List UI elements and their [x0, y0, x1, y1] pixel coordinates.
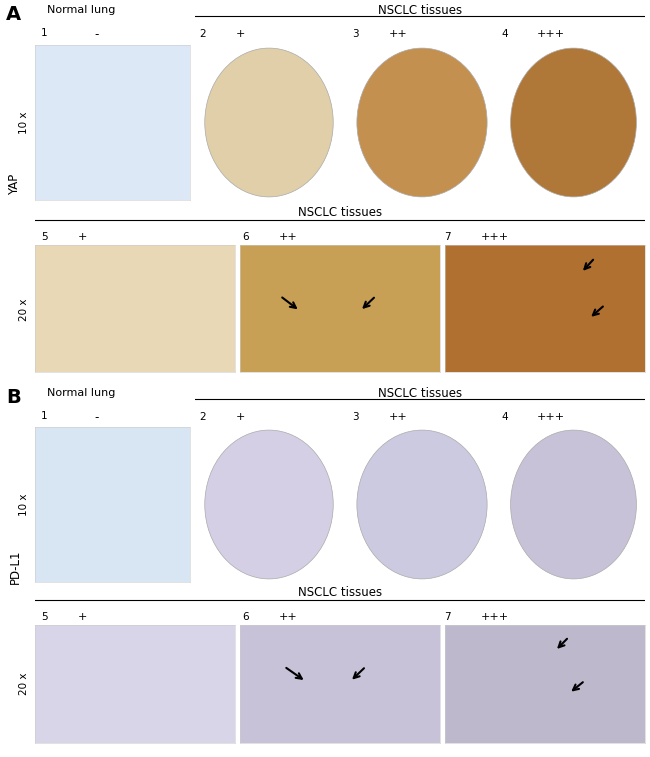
Text: 7: 7	[444, 232, 450, 241]
Ellipse shape	[511, 430, 636, 579]
Text: NSCLC tissues: NSCLC tissues	[378, 387, 462, 400]
Text: -: -	[94, 28, 98, 41]
Text: ++: ++	[279, 612, 298, 621]
Ellipse shape	[205, 48, 333, 197]
Text: 3: 3	[352, 29, 359, 39]
Text: +: +	[78, 612, 87, 621]
Text: 5: 5	[41, 612, 47, 621]
Text: 20 x: 20 x	[19, 673, 29, 695]
Text: 2: 2	[200, 412, 206, 422]
Text: +++: +++	[537, 29, 565, 39]
Text: 7: 7	[444, 612, 450, 621]
Text: 10 x: 10 x	[19, 111, 29, 134]
Text: 10 x: 10 x	[19, 494, 29, 516]
Text: -: -	[94, 411, 98, 424]
Ellipse shape	[511, 48, 636, 197]
Ellipse shape	[205, 430, 333, 579]
Text: 20 x: 20 x	[19, 299, 29, 321]
Text: 4: 4	[501, 29, 508, 39]
Text: A: A	[6, 5, 21, 24]
Text: Normal lung: Normal lung	[47, 388, 116, 398]
Text: +: +	[78, 232, 87, 241]
Text: PD-L1: PD-L1	[8, 550, 21, 584]
Text: 2: 2	[200, 29, 206, 39]
Text: +: +	[235, 29, 245, 39]
Text: 1: 1	[41, 411, 48, 421]
Text: 6: 6	[242, 232, 249, 241]
Text: NSCLC tissues: NSCLC tissues	[378, 4, 462, 17]
Text: ++: ++	[389, 29, 408, 39]
Text: Normal lung: Normal lung	[47, 5, 116, 15]
Text: 5: 5	[41, 232, 47, 241]
Text: ++: ++	[389, 412, 408, 422]
Text: +: +	[235, 412, 245, 422]
Text: NSCLC tissues: NSCLC tissues	[298, 206, 382, 219]
Ellipse shape	[357, 430, 487, 579]
Text: ++: ++	[279, 232, 298, 241]
Text: 6: 6	[242, 612, 249, 621]
Text: 1: 1	[41, 28, 48, 38]
Text: YAP: YAP	[8, 174, 21, 195]
Text: 3: 3	[352, 412, 359, 422]
Ellipse shape	[357, 48, 487, 197]
Text: +++: +++	[480, 232, 508, 241]
Text: 4: 4	[501, 412, 508, 422]
Text: B: B	[6, 388, 21, 407]
Text: +++: +++	[480, 612, 508, 621]
Text: NSCLC tissues: NSCLC tissues	[298, 586, 382, 599]
Text: +++: +++	[537, 412, 565, 422]
